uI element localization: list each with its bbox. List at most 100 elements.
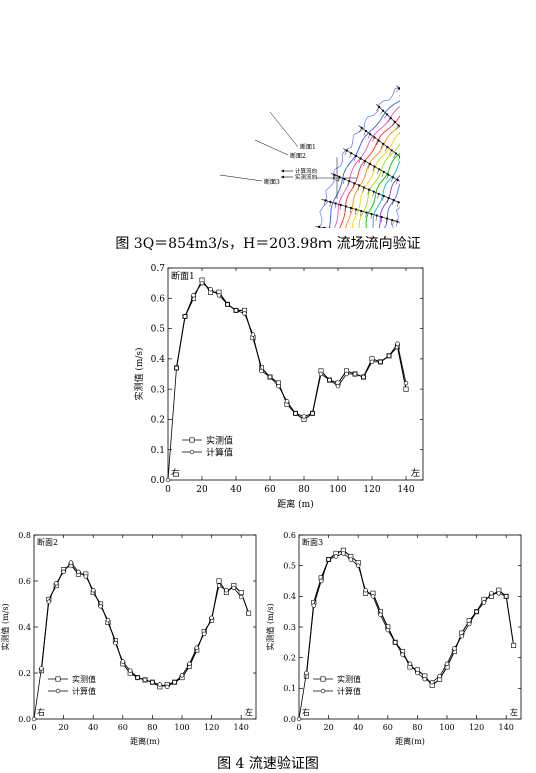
computed-point [105,617,111,623]
x-tick-label: 0 [296,723,301,732]
section1-leader [269,111,299,148]
x-axis-label: 距离 (m) [277,498,313,510]
flow-arrow [393,153,397,158]
computed-point [369,359,375,365]
flow-arrow [389,150,392,155]
y-axis-label: 实测值 (m/s) [133,347,145,400]
flow-arrow [387,197,389,203]
streamline [372,160,400,228]
y-tick-label: 0.8 [18,531,31,540]
computed-point [31,716,37,722]
streamline [365,152,400,228]
computed-point [474,609,479,614]
flow-arrow [397,156,400,162]
flow-arrow [353,155,357,161]
flow-arrow [395,125,399,130]
figure3-caption: 图 3Q＝854m3/s，H＝203.98ｍ 流场流向验证 [115,236,421,252]
legend-circle-marker [55,688,61,694]
flow-arrow [391,121,395,127]
y-tick-label: 0.6 [283,531,296,540]
computed-point [224,587,229,593]
flow-arrow [338,176,340,182]
x-tick-label: 40 [88,723,98,732]
computed-point [407,661,413,667]
computed-point [293,411,298,416]
computed-point [267,374,273,380]
y-axis-label: 实测值 (m/s) [266,603,275,650]
flow-arrow [370,213,372,220]
legend-label: 计算值 [206,446,233,458]
flow-arrow [372,166,375,172]
legend-label: 计算值 [72,686,96,696]
computed-point [422,676,428,682]
computed-point [199,280,205,286]
legend-circle-marker [320,688,326,694]
flow-arrow [360,210,362,216]
computed-point [182,314,188,319]
computed-point [128,668,133,673]
y-tick-label: 0.2 [18,669,31,678]
x-tick-label: 0 [165,485,171,495]
x-tick-label: 40 [353,723,363,732]
computed-point [150,680,155,685]
plot-frame [167,267,424,481]
figure4-caption: 图 4 流速验证图 [217,756,319,772]
flow-arrow [386,174,389,180]
section-point [369,133,372,136]
flow-arrow [372,137,375,142]
plot-frame [33,534,257,720]
computed-point [231,585,237,591]
section-point [372,190,375,193]
calc-direction-legend-arrowhead [281,169,284,173]
y-tick-label: 0.6 [18,577,31,586]
x-tick-label: 120 [363,485,380,495]
computed-point [90,587,96,593]
flow-direction-legend: 计算流向 实测流向 [281,167,317,181]
section-point [364,160,367,163]
x-axis-label: 距离(m) [395,736,425,746]
computed-point [489,591,494,596]
flow-arrow [387,117,391,123]
computed-point [311,603,316,608]
computed-point [363,587,368,593]
series-line-computed [33,561,242,720]
computed-point [333,554,339,559]
section3-label: 断面3 [264,178,280,186]
computed-point [386,353,392,359]
flow-arrow [334,203,336,209]
computed-point [496,591,502,596]
computed-point [98,604,103,609]
y-axis-label: 实测值 (m/s) [0,603,10,650]
flow-arrow [377,169,380,174]
flow-arrow [365,212,367,218]
flow-arrow [363,130,367,136]
flow-arrow [357,185,360,191]
computed-point [318,578,324,584]
computed-point [459,633,465,639]
x-tick-label: 100 [329,485,346,495]
computed-point [318,371,324,377]
y-tick-label: 0.1 [283,684,296,693]
x-tick-label: 100 [439,723,454,732]
section-point [378,168,381,171]
computed-point [46,599,51,604]
computed-point [61,569,66,574]
flow-arrow [363,161,366,166]
x-tick-label: 120 [204,723,219,732]
flow-arrow [391,177,394,182]
y-tick-label: 0.5 [151,325,166,335]
section2-label: 断面2 [290,152,306,160]
section-point [333,173,336,176]
computed-point [370,594,376,599]
computed-point [39,666,44,671]
computed-point [239,594,244,600]
series-line-computed [167,282,407,481]
x-tick-label: 20 [196,485,208,495]
computed-point [194,645,200,650]
flow-arrow [380,143,384,149]
computed-point [504,594,509,599]
flow-arrow [342,178,345,184]
legend-label: 实测值 [206,434,233,446]
computed-point [172,680,177,685]
section1-label: 断面1 [300,143,316,151]
